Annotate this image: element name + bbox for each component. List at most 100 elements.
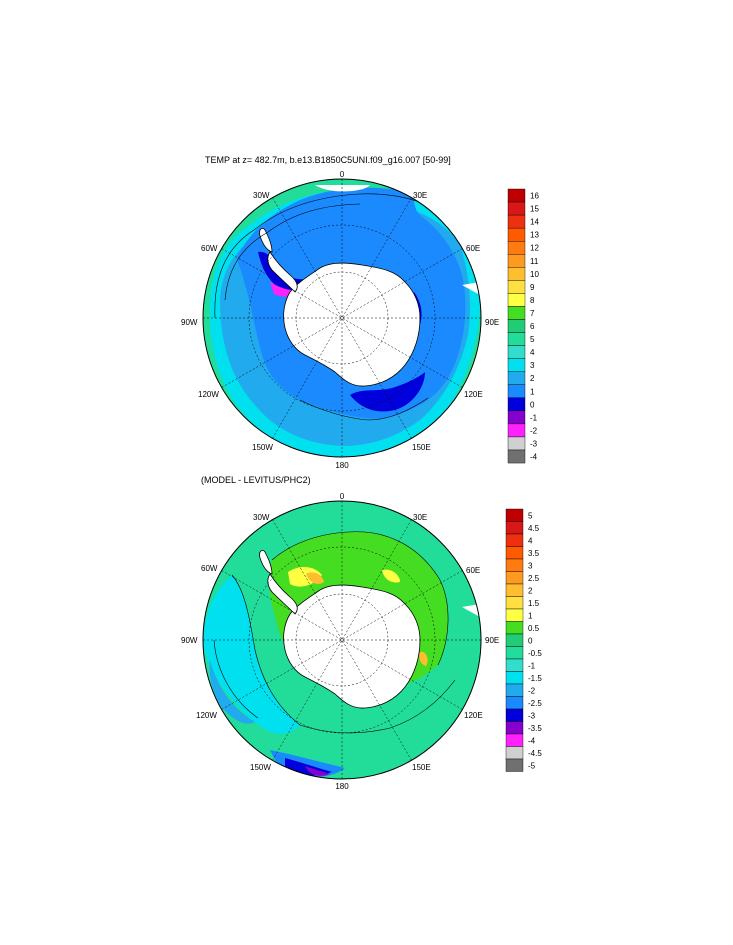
colorbar-label: 0 [530,400,535,409]
colorbar-swatch [507,188,526,203]
colorbar-label: 2 [528,586,533,595]
colorbar-swatch [507,410,526,425]
colorbar-label: 2 [530,374,535,383]
panel1-lon-label: 90W [181,318,198,327]
panel1-title: TEMP at z= 482.7m, b.e13.B1850C5UNI.f09_… [205,155,451,165]
panel1-lon-label: 180 [335,461,349,470]
colorbar-swatch [505,608,524,622]
colorbar-swatch [507,423,526,438]
colorbar-swatch [507,214,526,229]
colorbar-label: 10 [530,270,539,279]
colorbar-label: 3 [530,361,535,370]
colorbar-swatch [507,254,526,268]
panel1-lon-label: 60W [201,244,218,253]
panel1-map-border [202,178,482,458]
colorbar-swatch [505,546,524,560]
colorbar-swatch [507,358,526,372]
colorbar-label: 13 [530,231,539,240]
colorbar-label: 4.5 [528,524,540,533]
colorbar-swatch [505,633,524,647]
colorbar-swatch [505,696,524,710]
colorbar-label: -2.5 [528,699,542,708]
panel1-lon-label: 150E [412,443,431,452]
colorbar-swatch [505,508,524,522]
colorbar-label: -2 [530,426,538,435]
colorbar-label: 9 [530,283,535,292]
colorbar-label: 4 [530,348,535,357]
colorbar-label: 6 [530,322,535,331]
panel2-lon-label: 150W [250,763,271,772]
colorbar-swatch [507,201,526,216]
panel2-title: (MODEL - LEVITUS/PHC2) [201,475,311,485]
colorbar-label: 7 [530,309,535,318]
panel2-lon-label: 90E [485,636,499,645]
colorbar-label: 12 [530,244,539,253]
panel2-lon-label: 150E [412,763,431,772]
colorbar-label: -1 [528,661,536,670]
panel2-lon-label: 120E [464,711,483,720]
colorbar-label: 0.5 [528,624,540,633]
panel1-lon-label: 90E [485,318,499,327]
colorbar-swatch [507,240,526,255]
colorbar-label: 3 [528,561,533,570]
colorbar-label: -3.5 [528,724,542,733]
panel1-lon-label: 0 [340,170,345,179]
colorbar-swatch [505,683,524,697]
colorbar-swatch [507,397,526,412]
panel1-map: 0 30E 60E 90E 120E 150E 180 150W 120W 90… [181,170,499,470]
panel2-lon-label: 60E [466,566,480,575]
colorbar-swatch [507,384,526,399]
colorbar-label: 15 [530,205,539,214]
colorbar-label: 5 [528,511,533,520]
colorbar-label: 5 [530,335,535,344]
colorbar-swatch [507,436,526,451]
colorbar-swatch [507,227,526,242]
panel2-colorbar: 5 4.5 4 3.5 3 2.5 2 1.5 1 0.5 0 -0.5 -1 -1.5 -2 -2.5 -3 -… [505,508,542,772]
colorbar-swatch [507,267,526,281]
colorbar-swatch [505,671,524,685]
colorbar-swatch [507,332,526,346]
panel2-lon-label: 0 [340,492,345,501]
panel2-map-border [202,500,482,780]
colorbar-label: 16 [530,192,539,201]
colorbar-label: 2.5 [528,574,540,583]
colorbar-label: -5 [528,761,536,770]
colorbar-swatch [505,733,524,747]
panel2-lon-label: 120W [196,711,217,720]
panel1-lon-label: 30W [253,191,270,200]
colorbar-swatch [507,280,526,294]
colorbar-swatch [505,658,524,672]
colorbar-swatch [507,371,526,385]
colorbar-swatch [505,596,524,610]
colorbar-swatch [505,533,524,547]
colorbar-label: -3 [528,711,536,720]
colorbar-label: 4 [528,536,533,545]
colorbar-label: 3.5 [528,549,540,558]
colorbar-label: -4.5 [528,749,542,758]
colorbar-label: 1 [530,387,535,396]
colorbar-swatch [507,293,526,307]
colorbar-label: 14 [530,218,539,227]
colorbar-swatch [505,521,524,535]
panel2-map: 0 30E 60E 90E 120E 150E 180 150W 120W 90… [181,492,499,791]
colorbar-swatch [507,345,526,359]
colorbar-label: -0.5 [528,649,542,658]
panel1-lon-label: 60E [466,244,480,253]
colorbar-swatch [505,621,524,635]
colorbar-label: 1 [528,611,533,620]
colorbar-label: 1.5 [528,599,540,608]
panel2-lon-label: 180 [335,782,349,791]
colorbar-label: -1 [530,413,538,422]
colorbar-label: 0 [528,636,533,645]
panel1-lon-label: 30E [413,191,427,200]
panel2-lon-label: 90W [181,636,198,645]
colorbar-swatch [505,721,524,735]
colorbar-label: -4 [528,736,536,745]
colorbar-swatch [505,758,524,772]
colorbar-label: -1.5 [528,674,542,683]
colorbar-swatch [505,583,524,597]
panel2-lon-label: 60W [201,564,218,573]
colorbar-swatch [507,449,526,464]
